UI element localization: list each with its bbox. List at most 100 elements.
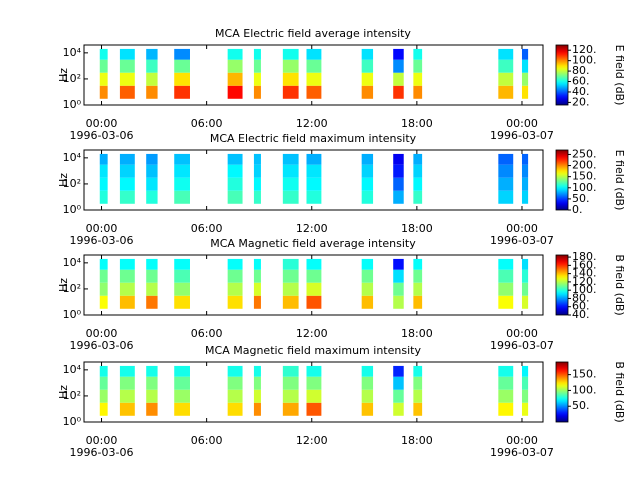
spectrogram-cell [253, 376, 261, 390]
x-tick-date: 1996-03-06 [70, 446, 134, 459]
x-tick-date: 1996-03-06 [70, 339, 134, 352]
spectrogram-cell [521, 258, 529, 270]
spectrogram-cell [174, 295, 190, 309]
spectrogram-cell [306, 258, 322, 270]
spectrogram-cell [146, 269, 158, 283]
spectrogram-cell [146, 282, 158, 296]
spectrogram-cell [393, 153, 404, 165]
y-tick-label: 10⁰ [63, 308, 82, 321]
spectrogram-cell [306, 72, 322, 86]
colorbar-label: E field (dB) [613, 150, 626, 211]
spectrogram-cell [227, 59, 243, 73]
spectrogram-cell [393, 269, 404, 283]
spectrogram-cell [174, 177, 190, 191]
spectrogram-cell [498, 164, 514, 178]
colorbar-tick-label: 150. [572, 368, 597, 381]
spectrogram-cell [253, 177, 261, 191]
colorbar [555, 361, 569, 423]
y-axis-label: Hz [57, 68, 70, 82]
spectrogram-cell [521, 72, 529, 86]
spectrogram-cell [393, 48, 404, 60]
y-tick-label: 10² [63, 72, 81, 85]
spectrogram-cell [119, 153, 135, 165]
spectrogram-cell [174, 164, 190, 178]
x-tick-label: 18:00 [401, 117, 433, 130]
y-axis-label: Hz [57, 385, 70, 399]
spectrogram-cell [498, 48, 514, 60]
spectrogram-cell [282, 269, 299, 283]
spectrogram-cell [253, 402, 261, 416]
spectrogram-cell [413, 376, 423, 390]
spectrogram-cell [498, 295, 514, 309]
spectrogram-cell [306, 153, 322, 165]
spectrogram-cell [393, 164, 404, 178]
spectrogram-cell [253, 48, 261, 60]
spectrogram-cell [119, 402, 135, 416]
spectrogram-cell [306, 376, 322, 390]
spectrogram-cell [99, 258, 108, 270]
spectrogram-cell [521, 389, 529, 403]
spectrogram-cell [174, 258, 190, 270]
spectrogram-cell [306, 59, 322, 73]
spectrogram-cell [99, 85, 108, 99]
spectrogram-cell [174, 402, 190, 416]
y-tick-label: 10⁴ [63, 256, 82, 269]
spectrogram-cell [361, 177, 374, 191]
spectrogram-cell [146, 295, 158, 309]
spectrogram-cell [99, 376, 108, 390]
spectrogram-cell [306, 177, 322, 191]
spectrogram-cell [393, 365, 404, 377]
spectrogram-cell [498, 258, 514, 270]
spectrogram-cell [99, 402, 108, 416]
x-tick-label: 12:00 [296, 117, 328, 130]
spectrogram-cell [99, 190, 108, 204]
spectrogram-cell [119, 48, 135, 60]
y-tick-label: 10² [63, 389, 81, 402]
spectrogram-cell [146, 48, 158, 60]
colorbar-tick-label: 100. [572, 383, 597, 396]
spectrogram-cell [119, 269, 135, 283]
spectrogram-cell [413, 365, 423, 377]
y-axis-label: Hz [57, 278, 70, 292]
spectrogram-cell [253, 365, 261, 377]
colorbar-tick-label: 40. [572, 85, 590, 98]
spectrogram-cell [306, 282, 322, 296]
spectrogram-cell [282, 164, 299, 178]
x-tick-date: 1996-03-07 [490, 446, 554, 459]
spectrogram-cell [393, 295, 404, 309]
spectrogram-cell [413, 282, 423, 296]
colorbar-tick-label: 100. [572, 283, 597, 296]
y-tick-label: 10⁰ [63, 203, 82, 216]
y-axis-label: Hz [57, 173, 70, 187]
spectrogram-cell [119, 190, 135, 204]
spectrogram-cell [227, 269, 243, 283]
spectrogram-cell [498, 376, 514, 390]
colorbar-tick-label: 50. [572, 192, 590, 205]
spectrogram-cell [119, 85, 135, 99]
spectrogram-cell [99, 269, 108, 283]
spectrogram-cell [227, 164, 243, 178]
spectrogram-cell [174, 376, 190, 390]
spectrogram-cell [99, 177, 108, 191]
spectrogram-cell [498, 59, 514, 73]
colorbar-tick-label: 180. [572, 250, 597, 263]
spectrogram-cell [361, 72, 374, 86]
spectrogram-cell [174, 48, 190, 60]
spectrogram-cell [393, 85, 404, 99]
y-tick-label: 10⁰ [63, 415, 82, 428]
spectrogram-cell [413, 59, 423, 73]
spectrogram-cell [253, 190, 261, 204]
colorbar [555, 44, 569, 106]
spectrogram-cell [361, 258, 374, 270]
spectrogram-cell [146, 190, 158, 204]
spectrogram-cell [227, 389, 243, 403]
x-tick-label: 06:00 [191, 327, 223, 340]
spectrogram-cell [498, 282, 514, 296]
spectrogram-cell [119, 282, 135, 296]
panel-title: MCA Magnetic field average intensity [210, 237, 416, 250]
spectrogram-cell [253, 258, 261, 270]
y-tick-label: 10⁴ [63, 151, 82, 164]
spectrogram-cell [361, 48, 374, 60]
spectrogram-cell [146, 164, 158, 178]
panel-title: MCA Magnetic field maximum intensity [205, 344, 421, 357]
